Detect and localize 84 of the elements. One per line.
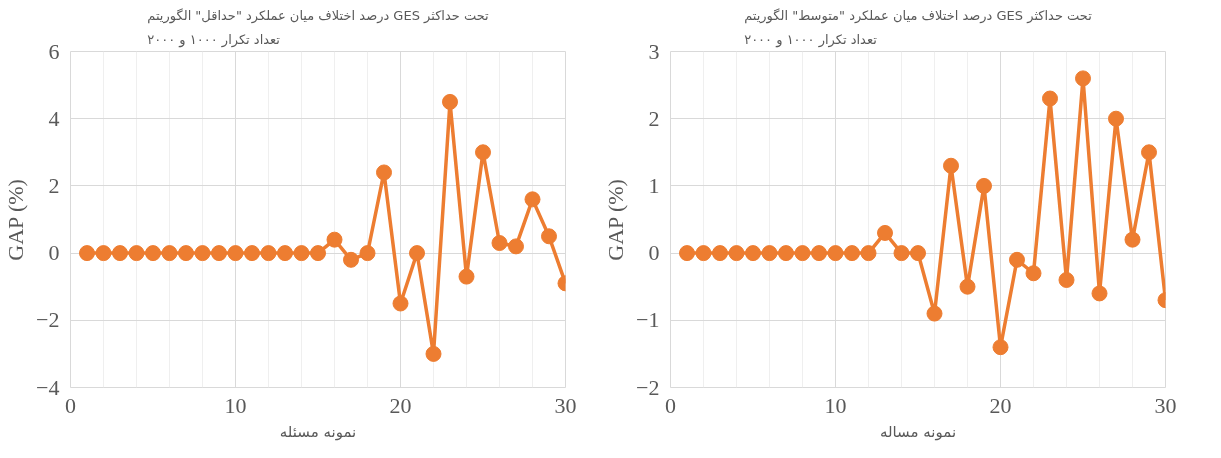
point — [227, 245, 244, 262]
point — [761, 245, 778, 262]
point — [695, 245, 712, 262]
point — [877, 224, 893, 241]
point — [1124, 231, 1141, 248]
point — [844, 245, 860, 262]
x-axis-title: نمونه مسئله — [279, 422, 357, 441]
point — [1141, 144, 1157, 161]
y-tick-label: −2 — [36, 307, 60, 333]
point — [679, 245, 695, 262]
point — [392, 295, 409, 312]
x-tick-label: 0 — [65, 392, 76, 418]
point — [811, 245, 827, 262]
y-axis-title: GAP (%) — [3, 179, 29, 261]
y-axis-title: GAP (%) — [603, 179, 629, 261]
x-tick-label: 10 — [224, 392, 247, 418]
point — [1025, 265, 1042, 282]
point — [178, 245, 194, 262]
point — [1108, 110, 1124, 127]
point — [343, 251, 359, 268]
y-tick-label: 6 — [48, 38, 60, 64]
point — [992, 339, 1009, 356]
point — [926, 305, 943, 322]
point — [442, 93, 458, 110]
x-tick-label: 10 — [824, 392, 847, 418]
point — [491, 235, 508, 252]
point — [409, 245, 425, 262]
point — [778, 245, 794, 262]
point — [112, 245, 128, 262]
point — [712, 245, 728, 262]
point — [194, 245, 211, 262]
point — [376, 164, 392, 181]
point — [976, 177, 992, 194]
chart-title: درصد اختلاف میان عملکرد "متوسط" الگوریتم GES تحت حداکثر تعداد تکرار ۱۰۰۰ و ۲۰۰۰ — [744, 7, 1093, 48]
y-tick-label: 1 — [648, 172, 660, 198]
x-tick-label: 30 — [554, 392, 577, 418]
y-tick-label: −4 — [36, 374, 60, 400]
point — [959, 278, 976, 295]
point — [161, 245, 178, 262]
point — [524, 191, 541, 208]
y-tick-label: −2 — [636, 374, 660, 400]
point — [128, 245, 145, 262]
point — [293, 245, 310, 262]
point — [145, 245, 161, 262]
y-tick-label: 0 — [48, 240, 60, 266]
y-tick-label: −1 — [636, 307, 660, 333]
point — [244, 245, 260, 262]
point — [425, 345, 442, 362]
y-tick-label: 2 — [48, 172, 60, 198]
point — [1075, 70, 1091, 87]
point — [79, 245, 95, 262]
x-tick-label: 20 — [989, 392, 1012, 418]
point — [277, 245, 293, 262]
y-tick-label: 3 — [648, 38, 660, 64]
point — [475, 144, 491, 161]
y-tick-label: 4 — [48, 105, 60, 131]
point — [943, 157, 959, 174]
point — [541, 228, 557, 245]
point — [728, 245, 745, 262]
point — [260, 245, 277, 262]
x-tick-label: 20 — [389, 392, 412, 418]
point — [211, 245, 227, 262]
point — [1091, 285, 1108, 302]
point — [508, 238, 524, 255]
point — [1058, 271, 1075, 288]
point — [95, 245, 112, 262]
x-tick-label: 30 — [1154, 392, 1177, 418]
y-tick-label: 0 — [648, 240, 660, 266]
point — [359, 245, 376, 262]
point — [310, 245, 326, 262]
chart-title: درصد اختلاف میان عملکرد "حداقل" الگوریتم GES تحت حداکثر تعداد تکرار ۱۰۰۰ و ۲۰۰۰ — [147, 7, 490, 48]
point — [910, 245, 926, 262]
point — [794, 245, 811, 262]
x-axis-title: نمونه مساله — [879, 422, 957, 441]
point — [745, 245, 761, 262]
point — [1042, 90, 1058, 107]
point — [1009, 251, 1025, 268]
y-tick-label: 2 — [648, 105, 660, 131]
point — [827, 245, 844, 262]
point — [326, 231, 343, 248]
point — [893, 245, 910, 262]
point — [458, 268, 475, 285]
point — [860, 245, 877, 262]
x-tick-label: 0 — [665, 392, 676, 418]
